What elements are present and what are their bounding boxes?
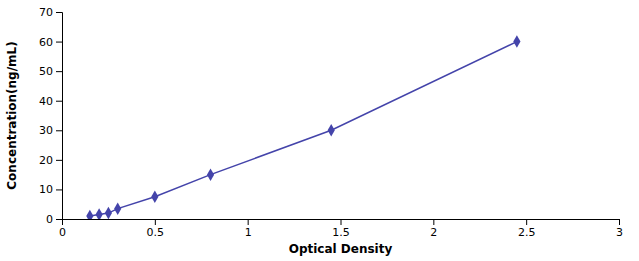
y-tick-label: 50 (39, 65, 53, 78)
x-tick-mark (155, 219, 156, 225)
y-tick: 0 (46, 213, 62, 226)
y-tick-label: 10 (39, 183, 53, 196)
y-tick: 10 (39, 183, 62, 196)
y-tick-mark (56, 189, 62, 190)
x-tick-mark (248, 219, 249, 225)
x-tick-label: 2 (430, 226, 437, 239)
point (86, 210, 93, 219)
point (207, 168, 214, 180)
x-tick: 2 (430, 219, 437, 239)
point (328, 124, 335, 136)
y-tick: 70 (39, 6, 62, 19)
x-axis: 0 0.5 1 1.5 2 2.5 3 (59, 219, 623, 239)
x-tick: 3 (616, 219, 623, 239)
x-tick-label: 0.5 (147, 226, 165, 239)
point (114, 202, 121, 214)
x-tick-mark (619, 219, 620, 225)
marks (86, 35, 520, 219)
y-tick-mark (56, 42, 62, 43)
y-tick-mark (56, 101, 62, 102)
point (105, 207, 112, 219)
x-tick: 1.5 (332, 219, 350, 239)
y-tick-label: 30 (39, 124, 53, 137)
y-tick: 50 (39, 65, 62, 78)
point (513, 35, 520, 47)
x-axis-line (63, 220, 620, 226)
x-tick: 0 (59, 219, 66, 239)
y-tick-mark (56, 71, 62, 72)
x-tick-mark (526, 219, 527, 225)
y-axis: 0 10 20 30 40 50 60 70 (39, 6, 63, 226)
x-tick-label: 1 (245, 226, 252, 239)
y-tick: 20 (39, 154, 62, 167)
y-tick-label: 40 (39, 95, 53, 108)
y-tick: 30 (39, 124, 62, 137)
x-tick-mark (433, 219, 434, 225)
x-tick-label: 3 (616, 226, 623, 239)
chart: 00.511.522.53010203040506070Optical Dens… (0, 0, 639, 261)
x-tick-mark (341, 219, 342, 225)
y-axis-line (56, 13, 63, 220)
x-tick: 1 (245, 219, 252, 239)
y-tick-mark (56, 160, 62, 161)
plot-area: 00.511.522.53010203040506070 (39, 6, 623, 239)
y-tick-mark (56, 12, 62, 13)
line (90, 42, 517, 216)
y-tick-mark (56, 130, 62, 131)
y-tick-mark (56, 219, 62, 220)
point (151, 191, 158, 203)
y-tick-label: 60 (39, 36, 53, 49)
x-tick-label: 0 (59, 226, 66, 239)
x-axis-title: Optical Density (289, 242, 393, 256)
x-tick: 0.5 (147, 219, 165, 239)
y-tick-label: 0 (46, 213, 53, 226)
x-tick-label: 2.5 (518, 226, 536, 239)
point (96, 208, 103, 219)
y-tick: 60 (39, 36, 62, 49)
x-tick: 2.5 (518, 219, 536, 239)
y-axis-title: Concentration(ng/mL) (5, 41, 19, 189)
y-tick: 40 (39, 95, 62, 108)
y-tick-label: 20 (39, 154, 53, 167)
x-tick-label: 1.5 (332, 226, 350, 239)
y-tick-label: 70 (39, 6, 53, 19)
